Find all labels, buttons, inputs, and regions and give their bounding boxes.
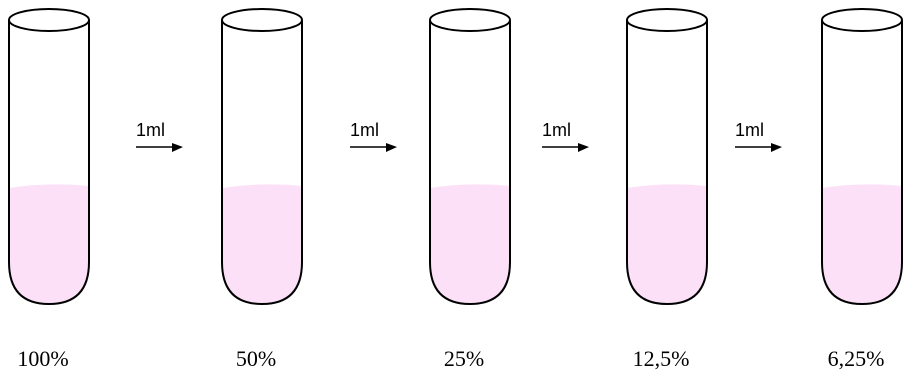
liquid [9,184,89,304]
dilution-diagram: 100% 50% 25% 12,5% 6,25% 1ml 1ml 1ml 1ml [0,0,905,378]
arrow-head [386,143,397,152]
transfer-label: 1ml [136,120,165,140]
tube-label: 12,5% [633,346,690,371]
tube-label: 25% [444,346,484,371]
transfer-label: 1ml [735,120,764,140]
liquid [222,184,302,304]
test-tube [9,9,89,304]
transfer-label: 1ml [350,120,379,140]
test-tube [627,9,707,304]
test-tube [430,9,510,304]
test-tube [822,9,902,304]
tube-rim [430,9,510,31]
liquid [627,184,707,304]
transfer-label: 1ml [542,120,571,140]
tube-rim [822,9,902,31]
tube-label: 50% [236,346,276,371]
arrow-head [578,143,589,152]
liquid [822,184,902,304]
tube-rim [222,9,302,31]
tube-rim [9,9,89,31]
test-tube [222,9,302,304]
tube-rim [627,9,707,31]
arrow-head [172,143,183,152]
liquid [430,184,510,304]
tube-label: 100% [17,346,68,371]
arrow-head [771,143,782,152]
tube-label: 6,25% [828,346,885,371]
